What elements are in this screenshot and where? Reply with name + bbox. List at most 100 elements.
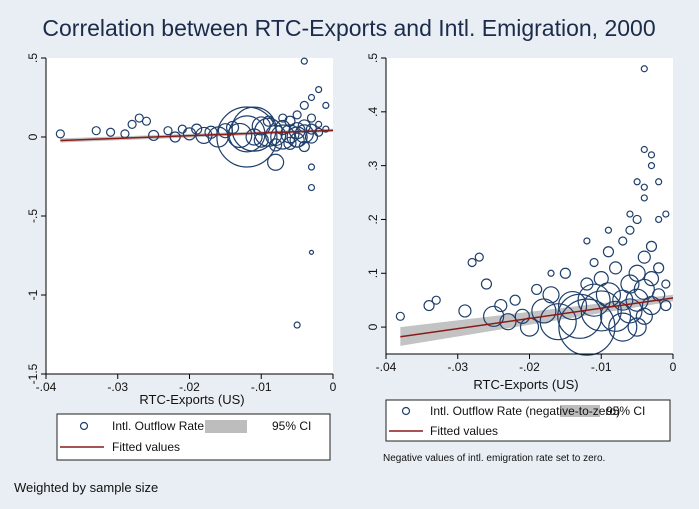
data-point [618,236,628,246]
data-point [270,124,296,150]
right-legend: Intl. Outflow Rate (negative-to-zero) 95… [385,399,671,442]
data-point [602,246,615,258]
data-point [509,294,521,306]
data-point [298,140,310,153]
data-point [322,125,330,133]
left-legend-box [56,413,331,461]
data-point [633,178,641,186]
x-tick-label: -.01 [251,380,272,394]
data-point [640,194,648,202]
left-x-axis-title: RTC-Exports (US) [139,392,244,407]
data-point [547,269,555,277]
right-legend-ci-label: 95% CI [606,404,645,418]
left-legend-scatter-label: Intl. Outflow Rate [112,419,204,433]
data-point [577,283,611,317]
data-point [635,307,653,325]
data-point [474,252,484,262]
data-point [626,210,634,218]
right-legend-marker [401,406,411,416]
right-plot-area [386,58,673,354]
data-point [315,85,323,94]
data-point [645,240,658,252]
data-point [640,65,648,73]
data-point [599,300,632,332]
x-tick-label: -.04 [376,360,397,374]
data-point [306,113,317,123]
data-point [300,57,308,65]
left-points [55,57,330,329]
data-point [227,122,253,149]
data-point [627,317,647,337]
data-point [55,129,65,139]
y-tick-label: 0 [26,133,40,140]
data-point [643,271,660,287]
right-x-axis-title: RTC-Exports (US) [473,377,578,392]
y-tick-label: .4 [366,106,380,116]
data-point [640,183,648,191]
data-point [499,313,517,331]
data-point [558,298,616,356]
data-point [127,119,137,129]
y-tick-label: .1 [366,268,380,278]
data-point [604,226,613,234]
data-point [640,145,648,154]
data-point [608,312,638,342]
fitted-line [60,129,334,142]
data-point [315,120,323,128]
right-legend-ci-swatch [560,405,600,417]
right-panel-note: Negative values of intl. emigration rate… [383,453,605,464]
data-point [628,264,646,282]
data-point [148,129,160,142]
data-point [557,290,588,321]
x-tick-label: -.03 [447,360,468,374]
data-point [163,126,173,136]
right-fit-line [400,297,674,338]
data-point [314,127,324,137]
data-point [286,126,308,148]
data-point [307,183,316,192]
x-tick-label: 0 [330,380,337,394]
right-points [395,65,672,356]
data-point [625,225,635,235]
data-point [307,93,316,102]
data-point [617,298,643,324]
y-tick-label: -.5 [26,209,40,223]
data-point [458,304,472,318]
data-point [608,261,623,275]
y-tick-label: 0 [366,323,380,330]
left-plot-area [46,58,333,374]
right-legend-box [385,399,671,442]
data-point [423,299,435,312]
data-point [514,308,530,324]
data-point [307,163,316,171]
data-point [269,138,283,152]
data-point [655,215,663,224]
data-point [216,106,278,168]
data-point [583,237,591,245]
right-axes: -.04 -.03 -.02 -.01 0 0 .1 .2 .3 .4 .5 [366,53,677,374]
footnote: Weighted by sample size [14,480,158,495]
x-tick-label: 0 [670,360,677,374]
x-tick-label: -.02 [179,380,200,394]
x-tick-label: -.04 [36,380,57,394]
data-point [395,311,405,321]
data-point [245,128,263,146]
y-tick-label: -1 [26,289,40,300]
y-tick-label: -1.5 [26,363,40,384]
left-legend-ci-swatch [205,420,247,433]
data-point [494,298,508,313]
data-point [483,305,505,327]
y-tick-label: .5 [366,53,380,63]
data-point [655,178,663,186]
x-tick-label: -.01 [591,360,612,374]
data-point [191,123,203,135]
data-point [637,250,651,264]
data-point [647,162,656,170]
data-point [662,210,670,218]
data-point [589,257,599,268]
data-point [267,153,285,171]
data-point [91,126,101,136]
data-point [283,136,297,150]
